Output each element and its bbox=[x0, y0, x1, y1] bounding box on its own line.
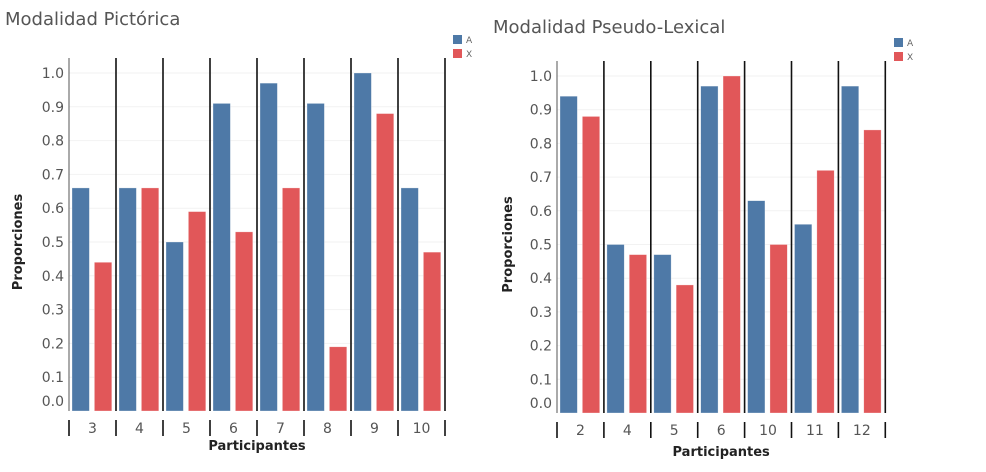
y-tick-label: 0.6 bbox=[42, 201, 64, 217]
y-tick-label: 0.3 bbox=[42, 303, 64, 319]
bar-A-3 bbox=[71, 187, 90, 412]
legend-swatch-X bbox=[453, 49, 462, 58]
bar-A-2 bbox=[559, 95, 578, 414]
legend-label-X: X bbox=[907, 53, 913, 63]
y-tick-label: 0.4 bbox=[530, 271, 552, 287]
x-tick-label: 6 bbox=[717, 423, 726, 439]
y-tick-label: 0.2 bbox=[42, 336, 64, 352]
y-tick-label: 0.3 bbox=[530, 305, 552, 321]
y-tick-label: 0.2 bbox=[530, 339, 552, 355]
x-axis-label: Participantes bbox=[673, 445, 771, 460]
bar-A-10 bbox=[747, 200, 766, 414]
legend-swatch-A bbox=[453, 35, 462, 44]
x-tick-label: 6 bbox=[229, 421, 238, 437]
y-tick-label: 0.1 bbox=[42, 370, 64, 386]
y-axis-label: Proporciones bbox=[501, 196, 516, 293]
y-tick-label: 0.9 bbox=[530, 103, 552, 119]
x-tick-label: 8 bbox=[323, 421, 332, 437]
bar-A-6 bbox=[700, 85, 719, 414]
legend-swatch-X bbox=[894, 52, 903, 61]
x-axis-label: Participantes bbox=[208, 439, 306, 454]
x-tick-label: 11 bbox=[806, 423, 824, 439]
x-tick-label: 7 bbox=[276, 421, 285, 437]
chart-title: Modalidad Pseudo-Lexical bbox=[493, 17, 725, 38]
bar-A-11 bbox=[794, 223, 813, 414]
x-tick-label: 2 bbox=[576, 423, 585, 439]
y-tick-label: 0.4 bbox=[42, 269, 64, 285]
bar-X-5 bbox=[188, 211, 207, 412]
bar-A-7 bbox=[259, 82, 278, 412]
legend-label-A: A bbox=[466, 36, 473, 46]
chart-2: Modalidad Pseudo-Lexical 0.0 0.1 0.2 0.3 0.4 0… bbox=[493, 17, 914, 460]
x-tick-label: 9 bbox=[370, 421, 379, 437]
y-tick-label: 0.8 bbox=[530, 136, 552, 152]
x-tick-label: 4 bbox=[623, 423, 632, 439]
bar-X-7 bbox=[282, 187, 301, 412]
bar-A-12 bbox=[841, 85, 860, 414]
y-tick-label: 0.7 bbox=[42, 167, 64, 183]
bar-X-11 bbox=[816, 170, 835, 414]
chart-title: Modalidad Pictórica bbox=[5, 9, 180, 30]
bar-A-4 bbox=[606, 244, 625, 414]
x-tick-label: 3 bbox=[88, 421, 97, 437]
legend-label-A: A bbox=[907, 39, 914, 49]
bar-A-5 bbox=[165, 241, 184, 412]
bar-X-6 bbox=[235, 231, 254, 412]
y-tick-label: 0.5 bbox=[42, 235, 64, 251]
x-tick-label: 4 bbox=[135, 421, 144, 437]
x-tick-label: 5 bbox=[182, 421, 191, 437]
bar-X-9 bbox=[376, 113, 395, 412]
y-tick-label: 0.0 bbox=[530, 396, 552, 412]
legend-swatch-A bbox=[894, 38, 903, 47]
bar-A-5 bbox=[653, 254, 672, 414]
bar-A-8 bbox=[306, 103, 325, 412]
legend-label-X: X bbox=[466, 50, 472, 60]
bar-X-4 bbox=[628, 254, 647, 414]
y-tick-label: 1.0 bbox=[42, 66, 64, 82]
x-tick-label: 10 bbox=[413, 421, 431, 437]
bar-A-10 bbox=[400, 187, 419, 412]
bar-X-4 bbox=[141, 187, 160, 412]
bar-X-3 bbox=[94, 261, 113, 412]
y-tick-label: 0.1 bbox=[530, 372, 552, 388]
x-tick-label: 5 bbox=[670, 423, 679, 439]
bar-X-12 bbox=[863, 129, 882, 414]
bar-A-4 bbox=[118, 187, 137, 412]
y-tick-label: 0.7 bbox=[530, 170, 552, 186]
bar-X-10 bbox=[769, 244, 788, 414]
chart-1: Modalidad Pictórica 0.0 0.1 0.2 0.3 0.4 0.5 0.6… bbox=[5, 9, 473, 454]
bar-A-6 bbox=[212, 103, 231, 412]
y-tick-label: 0.5 bbox=[530, 238, 552, 254]
bar-X-10 bbox=[423, 251, 442, 412]
x-tick-label: 12 bbox=[853, 423, 871, 439]
bar-A-9 bbox=[353, 72, 372, 412]
bar-X-8 bbox=[329, 346, 348, 412]
y-tick-label: 1.0 bbox=[530, 69, 552, 85]
y-tick-label: 0.8 bbox=[42, 134, 64, 150]
y-tick-label: 0.9 bbox=[42, 100, 64, 116]
y-axis-label: Proporciones bbox=[11, 194, 26, 291]
y-tick-label: 0.6 bbox=[530, 204, 552, 220]
x-tick-label: 10 bbox=[759, 423, 777, 439]
y-tick-label: 0.0 bbox=[42, 394, 64, 410]
bar-X-5 bbox=[675, 284, 694, 414]
bar-X-2 bbox=[582, 116, 601, 414]
bar-X-6 bbox=[722, 75, 741, 414]
